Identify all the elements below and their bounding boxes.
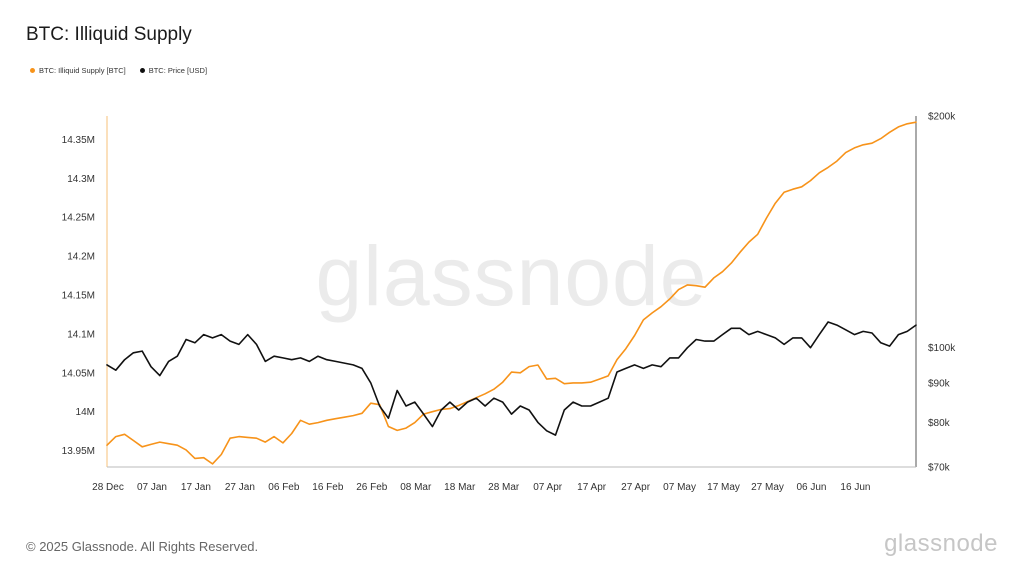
x-tick-label: 16 Feb: [312, 482, 344, 493]
left-tick-label: 14.2M: [67, 252, 95, 263]
legend-item-price[interactable]: BTC: Price [USD]: [139, 66, 208, 75]
x-tick-label: 28 Mar: [488, 482, 520, 493]
legend-label-price: BTC: Price [USD]: [148, 66, 208, 75]
legend-swatch-illiquid-supply: [30, 68, 35, 73]
copyright-text: © 2025 Glassnode. All Rights Reserved.: [26, 539, 259, 554]
x-tick-label: 27 Jan: [225, 482, 255, 493]
x-tick-label: 07 May: [663, 482, 696, 493]
x-tick-label: 17 May: [707, 482, 740, 493]
left-tick-label: 14.35M: [62, 135, 95, 146]
right-tick-label: $200k: [928, 112, 956, 123]
left-tick-label: 14.1M: [67, 329, 95, 340]
x-tick-label: 06 Jun: [796, 482, 826, 493]
chart-title: BTC: Illiquid Supply: [26, 24, 192, 45]
right-tick-label: $90k: [928, 378, 951, 389]
watermark: glassnode: [316, 229, 708, 323]
right-tick-label: $100k: [928, 343, 956, 354]
x-tick-label: 27 May: [751, 482, 784, 493]
left-tick-label: 14.3M: [67, 174, 95, 185]
series-line-price: [106, 321, 917, 436]
left-tick-label: 14.05M: [62, 368, 95, 379]
legend-item-illiquid-supply[interactable]: BTC: Illiquid Supply [BTC]: [30, 66, 126, 75]
left-tick-label: 13.95M: [62, 446, 95, 457]
x-tick-label: 27 Apr: [621, 482, 651, 493]
right-tick-label: $80k: [928, 418, 951, 429]
x-tick-label: 07 Apr: [533, 482, 563, 493]
x-tick-label: 07 Jan: [137, 482, 167, 493]
x-tick-label: 06 Feb: [268, 482, 300, 493]
legend-swatch-price: [139, 68, 145, 73]
x-tick-label: 08 Mar: [400, 482, 432, 493]
x-tick-label: 26 Feb: [356, 482, 388, 493]
brand-logo: glassnode: [884, 530, 998, 557]
left-tick-label: 14.25M: [62, 213, 95, 224]
chart-legend: BTC: Illiquid Supply [BTC] BTC: Price [U…: [30, 66, 207, 75]
x-tick-label: 17 Jan: [181, 482, 211, 493]
left-tick-label: 14.15M: [62, 291, 95, 302]
right-tick-label: $70k: [928, 463, 951, 474]
x-tick-label: 17 Apr: [577, 482, 607, 493]
x-tick-label: 18 Mar: [444, 482, 476, 493]
legend-label-illiquid-supply: BTC: Illiquid Supply [BTC]: [39, 66, 126, 75]
series-line-illiquid-supply: [106, 121, 917, 465]
left-tick-label: 14M: [76, 407, 95, 418]
x-tick-label: 16 Jun: [840, 482, 870, 493]
x-tick-label: 28 Dec: [92, 482, 124, 493]
